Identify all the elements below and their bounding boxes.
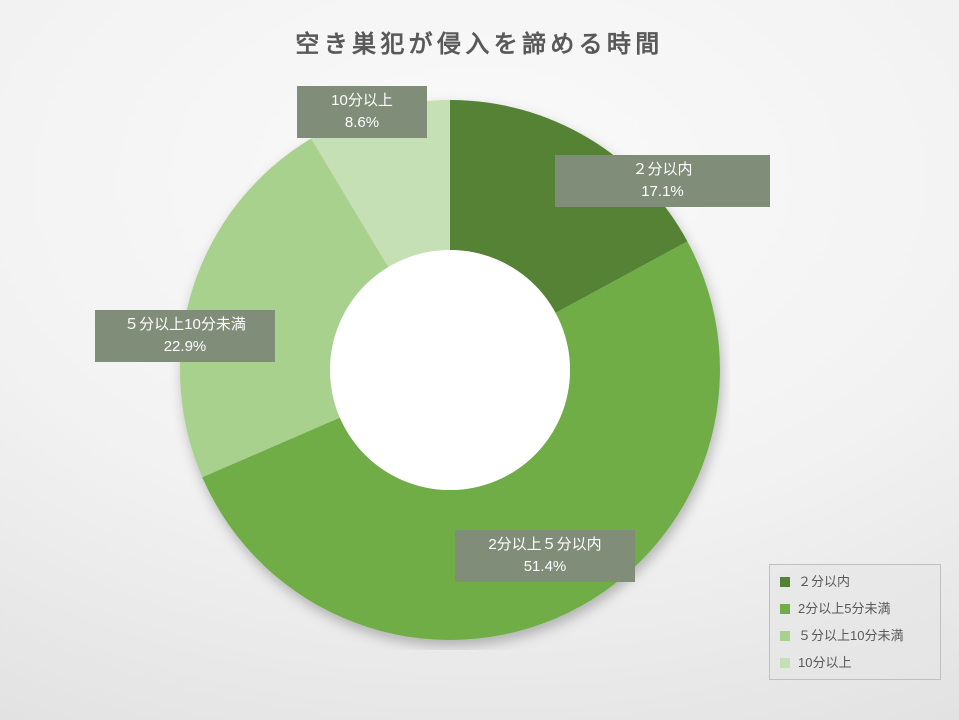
legend-label: ２分以内 <box>798 575 850 588</box>
legend-item-3: 10分以上 <box>780 656 930 669</box>
callout-s2: ５分以上10分未満22.9% <box>95 310 275 362</box>
legend-item-0: ２分以内 <box>780 575 930 588</box>
callout-s3: 10分以上8.6% <box>297 86 427 138</box>
legend-swatch <box>780 604 790 614</box>
callout-label: ２分以内 <box>555 159 770 181</box>
callout-percent: 51.4% <box>455 556 635 578</box>
legend: ２分以内 2分以上5分未満 ５分以上10分未満 10分以上 <box>769 564 941 680</box>
callout-percent: 22.9% <box>95 336 275 358</box>
callout-label: 2分以上５分以内 <box>455 534 635 556</box>
legend-label: 2分以上5分未満 <box>798 602 890 615</box>
callout-s1: 2分以上５分以内51.4% <box>455 530 635 582</box>
legend-label: ５分以上10分未満 <box>798 629 903 642</box>
callout-s0: ２分以内17.1% <box>555 155 770 207</box>
legend-swatch <box>780 577 790 587</box>
legend-label: 10分以上 <box>798 656 851 669</box>
legend-item-1: 2分以上5分未満 <box>780 602 930 615</box>
callout-label: ５分以上10分未満 <box>95 314 275 336</box>
legend-swatch <box>780 658 790 668</box>
callout-percent: 8.6% <box>297 112 427 134</box>
callout-label: 10分以上 <box>297 90 427 112</box>
legend-item-2: ５分以上10分未満 <box>780 629 930 642</box>
callout-percent: 17.1% <box>555 181 770 203</box>
chart-title: 空き巣犯が侵入を諦める時間 <box>0 24 959 59</box>
donut-hole <box>330 250 570 490</box>
legend-swatch <box>780 631 790 641</box>
